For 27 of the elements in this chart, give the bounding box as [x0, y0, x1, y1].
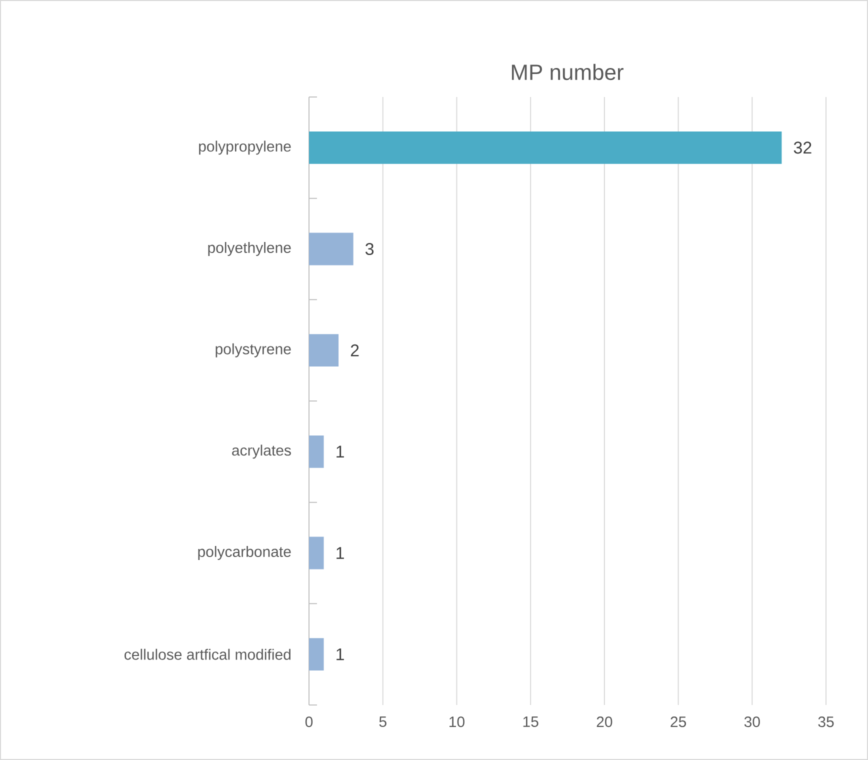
- y-tick-label: cellulose artfical modified: [124, 648, 290, 660]
- bar: [309, 638, 324, 671]
- y-tick-label: polycarbonate: [198, 546, 291, 560]
- bar: [309, 536, 324, 570]
- y-tick-label: acrylates: [232, 444, 291, 459]
- y-tick-label: polyethylene: [208, 242, 291, 256]
- x-tick-label: 0: [305, 716, 313, 728]
- data-label: 1: [336, 547, 344, 559]
- data-label: 1: [336, 446, 344, 458]
- data-label: 1: [336, 648, 344, 660]
- x-tick-label: 25: [670, 716, 686, 728]
- x-tick-label: 15: [523, 716, 538, 727]
- chart-title: MP number: [512, 64, 624, 80]
- x-tick-label: 30: [744, 716, 760, 728]
- x-tick-label: 20: [596, 716, 612, 728]
- y-tick-label: polystyrene: [216, 343, 291, 358]
- data-label: 3: [365, 242, 374, 256]
- y-tick-label: polypropylene: [199, 140, 291, 155]
- data-label: 32: [794, 142, 812, 154]
- x-tick-label: 10: [450, 716, 464, 728]
- bar: [309, 131, 782, 164]
- bar: [309, 435, 324, 468]
- bar: [309, 232, 354, 266]
- x-tick-label: 35: [818, 716, 834, 728]
- x-tick-label: 5: [379, 716, 386, 727]
- bar: [309, 334, 339, 367]
- data-label: 2: [350, 344, 359, 356]
